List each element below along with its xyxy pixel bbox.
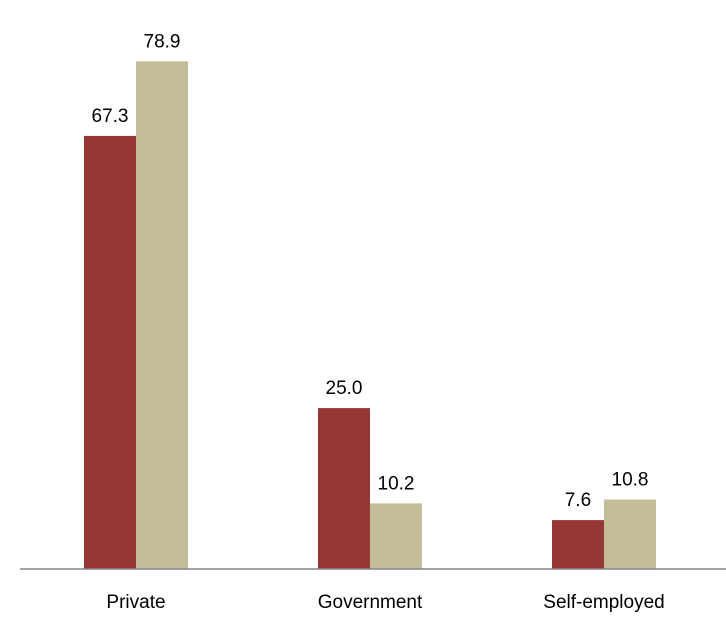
- value-label-private-series-2: 78.9: [144, 31, 181, 52]
- value-label-private-series-1: 67.3: [92, 106, 129, 127]
- category-label-government: Government: [318, 592, 423, 613]
- bar-private-series-2: [136, 61, 188, 570]
- value-label-government-series-2: 10.2: [378, 473, 415, 494]
- bar-self-employed-series-1: [552, 520, 604, 569]
- value-label-self-employed-series-1: 7.6: [565, 490, 591, 511]
- bars-layer: [84, 61, 656, 570]
- category-label-private: Private: [106, 592, 165, 613]
- value-labels-layer: 67.3 78.9 25.0 10.2 7.6 10.8: [92, 31, 649, 511]
- bar-private-series-1: [84, 135, 136, 569]
- category-labels-layer: Private Government Self-employed: [106, 592, 664, 613]
- value-label-self-employed-series-2: 10.8: [612, 470, 649, 491]
- bar-government-series-2: [370, 503, 422, 569]
- bar-government-series-1: [318, 408, 370, 569]
- category-label-self-employed: Self-employed: [543, 592, 664, 613]
- bar-self-employed-series-2: [604, 499, 656, 569]
- value-label-government-series-1: 25.0: [326, 378, 363, 399]
